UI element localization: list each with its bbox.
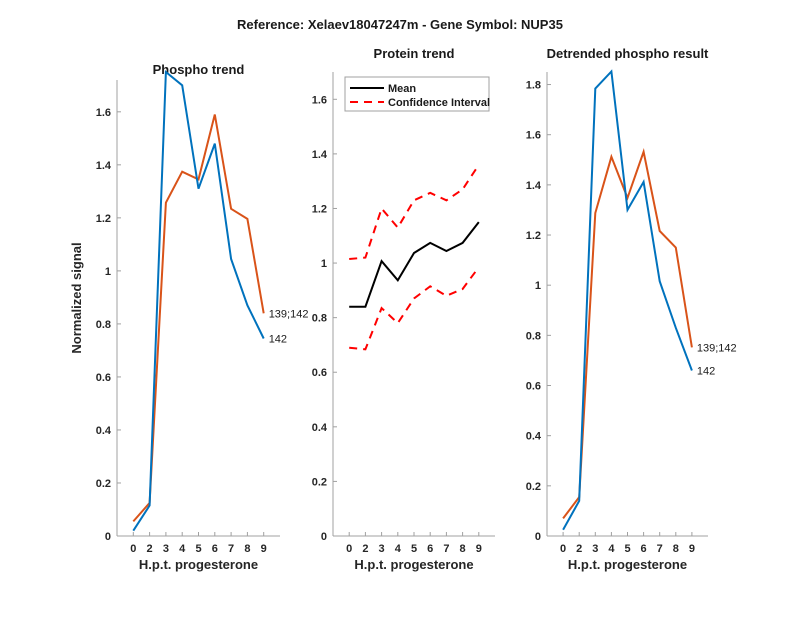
series-line-139-142 [132,114,265,523]
y-tick-label: 0.4 [526,431,542,443]
y-tick-label: 0.6 [96,372,111,384]
y-tick-label: 1 [535,280,541,292]
y-tick-label: 1.8 [526,80,541,92]
y-tick-label: 0.8 [526,330,541,342]
y-tick-label: 0.8 [96,319,111,331]
legend-label-ci: Confidence Interval [388,97,490,109]
y-tick-label: 0 [321,531,327,543]
y-tick-label: 0 [105,531,111,543]
x-tick-label: 0 [130,543,136,555]
y-tick-label: 0.6 [312,367,327,379]
x-tick-label: 6 [641,543,647,555]
series-line-142 [562,69,693,531]
y-tick-label: 1.6 [96,107,111,119]
x-tick-label: 4 [179,543,186,555]
y-tick-label: 1.2 [312,203,327,215]
y-tick-label: 1.4 [312,149,328,161]
x-axis-label: H.p.t. progesterone [568,557,687,572]
panel-title: Detrended phospho result [547,46,709,61]
y-tick-label: 1.4 [96,160,112,172]
x-tick-label: 0 [560,543,566,555]
x-tick-label: 2 [576,543,582,555]
series-line-confidence-interval-upper- [349,164,480,260]
y-tick-label: 0.4 [96,425,112,437]
y-tick-label: 1 [321,258,327,270]
legend: Mean Confidence Interval [344,76,490,112]
series-end-label: 142 [269,333,287,345]
series-end-label: 142 [697,365,715,377]
series-line-142 [132,69,265,532]
y-tick-label: 0.2 [312,476,327,488]
series-line-confidence-interval-lower- [349,266,480,351]
y-tick-label: 1 [105,266,111,278]
panel-title: Protein trend [374,46,455,61]
x-tick-label: 5 [411,543,417,555]
x-tick-label: 4 [608,543,615,555]
series-line-mean [349,221,480,308]
x-tick-label: 9 [689,543,695,555]
y-tick-label: 1.4 [526,180,542,192]
series-end-label: 139;142 [697,342,737,354]
x-tick-label: 5 [624,543,630,555]
x-axis-label: H.p.t. progesterone [139,557,258,572]
x-tick-label: 7 [228,543,234,555]
y-tick-label: 0.6 [526,381,541,393]
x-tick-label: 8 [460,543,466,555]
y-tick-label: 0.4 [312,422,328,434]
y-axis-label: Normalized signal [69,242,84,353]
y-tick-label: 0.8 [312,313,327,325]
y-tick-label: 0.2 [96,478,111,490]
x-tick-label: 9 [261,543,267,555]
x-tick-label: 3 [379,543,385,555]
panel-detrended-phospho: Detrended phospho result 0 0.2 0.4 0.6 0.8 1 1.… [526,46,737,572]
y-tick-label: 1.6 [312,94,327,106]
x-tick-label: 9 [476,543,482,555]
figure-title: Reference: Xelaev18047247m - Gene Symbol… [237,17,563,32]
x-tick-label: 6 [427,543,433,555]
x-tick-label: 7 [443,543,449,555]
legend-box [344,76,490,112]
x-tick-label: 6 [212,543,218,555]
y-tick-label: 0 [535,531,541,543]
x-tick-label: 8 [673,543,679,555]
panel-title: Phospho trend [153,62,245,77]
x-tick-label: 7 [657,543,663,555]
x-tick-label: 2 [362,543,368,555]
y-tick-label: 1.2 [96,213,111,225]
y-tick-label: 1.2 [526,230,541,242]
x-tick-label: 0 [346,543,352,555]
x-tick-label: 3 [163,543,169,555]
y-tick-label: 1.6 [526,130,541,142]
y-tick-label: 0.2 [526,481,541,493]
x-tick-label: 5 [195,543,201,555]
x-tick-label: 8 [244,543,250,555]
x-tick-label: 3 [592,543,598,555]
x-tick-label: 4 [395,543,402,555]
legend-label-mean: Mean [388,83,416,95]
x-tick-label: 2 [147,543,153,555]
x-axis-label: H.p.t. progesterone [354,557,473,572]
series-end-label: 139;142 [269,308,309,320]
